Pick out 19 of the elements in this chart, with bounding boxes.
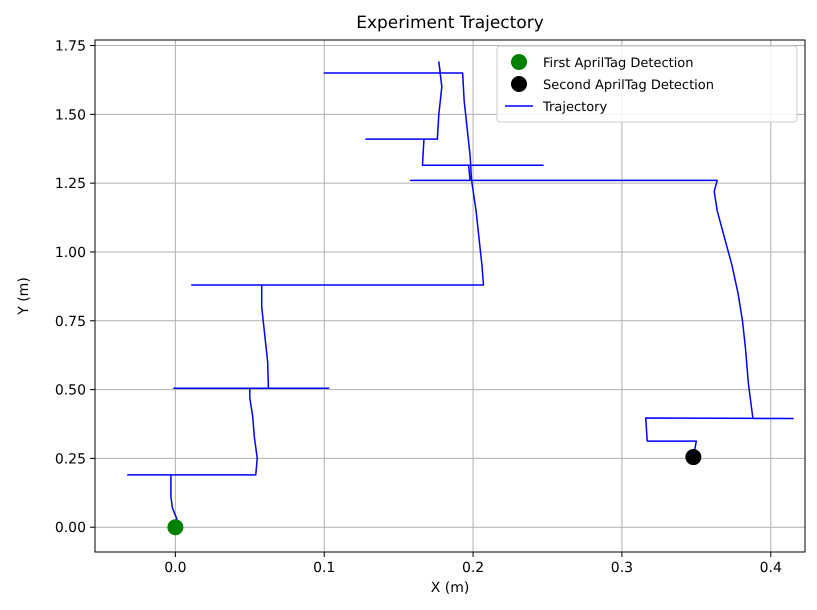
y-tick-label: 1.50 xyxy=(54,107,86,124)
y-tick-label: 1.00 xyxy=(54,244,86,261)
x-axis-title: X (m) xyxy=(430,580,470,596)
x-tick-label: 0.1 xyxy=(313,560,336,576)
y-axis-title: Y (m) xyxy=(16,277,32,316)
y-tick-label: 0.25 xyxy=(54,451,86,468)
legend-label: First AprilTag Detection xyxy=(543,56,694,71)
y-tick-label: 0.00 xyxy=(54,520,86,536)
legend-label: Trajectory xyxy=(542,100,608,115)
y-tick-label: 0.50 xyxy=(54,382,86,399)
x-tick-label: 0.4 xyxy=(760,560,782,576)
x-tick-label: 0.0 xyxy=(164,560,187,576)
x-tick-label: 0.3 xyxy=(610,560,634,576)
y-tick-label: 1.25 xyxy=(54,176,86,192)
y-tick-label: 0.75 xyxy=(54,314,86,330)
chart-title: Experiment Trajectory xyxy=(356,13,544,33)
x-tick-label: 0.2 xyxy=(462,560,484,576)
legend-label: Second AprilTag Detection xyxy=(543,78,714,93)
y-tick-label: 1.75 xyxy=(54,38,86,55)
